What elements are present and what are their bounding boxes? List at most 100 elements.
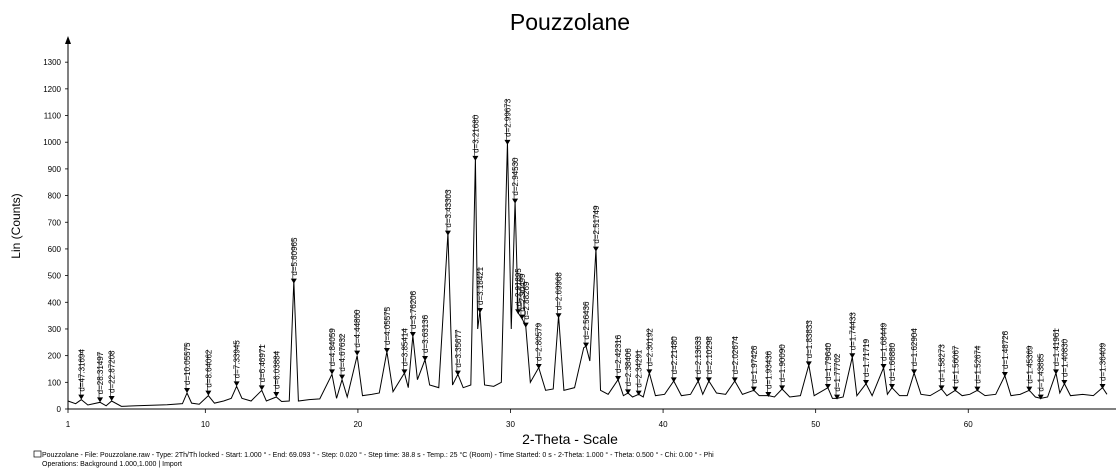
- peak-label: d=1.71719: [862, 338, 871, 377]
- y-tick-label: 0: [57, 405, 62, 414]
- peak-marker: [1001, 371, 1008, 377]
- peak-marker: [108, 395, 115, 401]
- footer-icon: [33, 450, 42, 458]
- peak-marker: [290, 278, 297, 284]
- peak-marker: [646, 369, 653, 375]
- peak-marker: [615, 375, 622, 381]
- peak-label: d=1.79640: [824, 342, 833, 381]
- peak-label: d=1.52674: [973, 345, 982, 384]
- peak-label: d=1.56067: [951, 345, 960, 384]
- peak-marker: [824, 383, 831, 389]
- peak-marker: [515, 309, 522, 315]
- peak-marker: [1052, 369, 1059, 375]
- peak-label: d=2.51749: [592, 205, 601, 244]
- peak-label: d=47.31694: [77, 349, 86, 392]
- y-axis-arrow: [65, 36, 71, 44]
- x-tick-label: 60: [964, 420, 973, 429]
- peak-marker: [765, 391, 772, 397]
- peak-label: d=2.91895: [514, 268, 523, 307]
- peak-label: d=2.88269: [522, 281, 531, 320]
- y-tick-label: 300: [48, 325, 62, 334]
- peak-marker: [911, 369, 918, 375]
- peak-label: d=4.05575: [383, 306, 392, 345]
- chart-title: Pouzzolane: [510, 9, 630, 35]
- peak-label: d=2.94530: [511, 157, 520, 196]
- peak-marker: [339, 374, 346, 380]
- peak-label: d=2.99673: [503, 98, 512, 137]
- peak-marker: [354, 350, 361, 356]
- y-tick-label: 1300: [43, 58, 61, 67]
- peak-label: d=1.83833: [805, 320, 814, 359]
- y-tick-label: 1200: [43, 85, 61, 94]
- footer-line: Operations: Background 1.000,1.000 | Imp…: [42, 461, 182, 468]
- peak-label: d=22.87208: [108, 350, 117, 393]
- peak-label: d=2.02674: [731, 336, 740, 375]
- peak-label: d=6.46971: [258, 344, 267, 383]
- y-tick-label: 800: [48, 192, 62, 201]
- peak-label: d=4.67632: [338, 333, 347, 372]
- peak-label: d=2.21480: [670, 336, 679, 375]
- peak-marker: [476, 307, 483, 313]
- peak-marker: [888, 383, 895, 389]
- peak-marker: [705, 377, 712, 383]
- peak-marker: [695, 377, 702, 383]
- peak-marker: [592, 246, 599, 252]
- peak-label: d=6.03884: [272, 350, 281, 389]
- peak-label: d=8.64062: [204, 349, 213, 388]
- peak-label: d=1.45369: [1025, 345, 1034, 384]
- peak-marker: [1099, 383, 1106, 389]
- peak-label: d=1.74433: [848, 312, 857, 351]
- peak-marker: [273, 391, 280, 397]
- peak-marker: [233, 381, 240, 387]
- x-tick-label: 1: [66, 420, 71, 429]
- peak-label: d=3.63136: [421, 314, 430, 353]
- peak-marker: [454, 370, 461, 376]
- y-tick-label: 200: [48, 352, 62, 361]
- peak-marker: [731, 377, 738, 383]
- y-tick-label: 100: [48, 378, 62, 387]
- y-tick-label: 1000: [43, 138, 61, 147]
- peak-marker: [512, 198, 519, 204]
- footer-line: Pouzzolane - File: Pouzzolane.raw - Type…: [42, 451, 714, 459]
- peak-marker: [535, 363, 542, 369]
- peak-label: d=2.10298: [705, 336, 714, 375]
- peak-label: d=1.93436: [764, 350, 773, 389]
- peak-marker: [422, 355, 429, 361]
- peak-label: d=1.90090: [778, 344, 787, 383]
- peak-marker: [938, 385, 945, 391]
- peak-marker: [522, 322, 529, 328]
- peak-label: d=1.36409: [1099, 342, 1108, 381]
- peak-marker: [1026, 386, 1033, 392]
- peak-label: d=3.18421: [476, 266, 485, 305]
- peak-label: d=4.44800: [353, 309, 362, 348]
- peak-label: d=1.66880: [888, 342, 897, 381]
- peak-marker: [834, 394, 841, 400]
- peak-marker: [383, 347, 390, 353]
- y-tick-label: 400: [48, 298, 62, 307]
- peak-label: d=7.33945: [233, 340, 242, 379]
- y-tick-label: 700: [48, 218, 62, 227]
- peak-label: d=1.62904: [910, 328, 919, 367]
- peak-label: d=2.30192: [645, 328, 654, 367]
- peak-label: d=2.80579: [535, 322, 544, 361]
- x-tick-label: 40: [659, 420, 668, 429]
- peak-label: d=2.90499: [518, 273, 527, 312]
- peak-label: d=1.77702: [833, 353, 842, 392]
- peak-marker: [504, 139, 511, 145]
- peak-label: d=3.43303: [444, 189, 453, 228]
- y-tick-label: 900: [48, 165, 62, 174]
- peak-marker: [849, 353, 856, 359]
- peak-marker: [444, 230, 451, 236]
- peak-label: d=2.34291: [635, 349, 644, 388]
- peak-label: d=3.76206: [409, 290, 418, 329]
- x-tick-label: 50: [811, 420, 820, 429]
- peak-label: d=10.05575: [183, 342, 192, 385]
- peak-label: d=1.68449: [880, 322, 889, 361]
- peak-label: d=2.38406: [624, 348, 633, 387]
- peak-marker: [555, 313, 562, 319]
- peak-marker: [624, 389, 631, 395]
- peak-marker: [78, 394, 85, 400]
- peak-marker: [974, 386, 981, 392]
- peak-marker: [1037, 394, 1044, 400]
- peak-label: d=1.43885: [1037, 353, 1046, 392]
